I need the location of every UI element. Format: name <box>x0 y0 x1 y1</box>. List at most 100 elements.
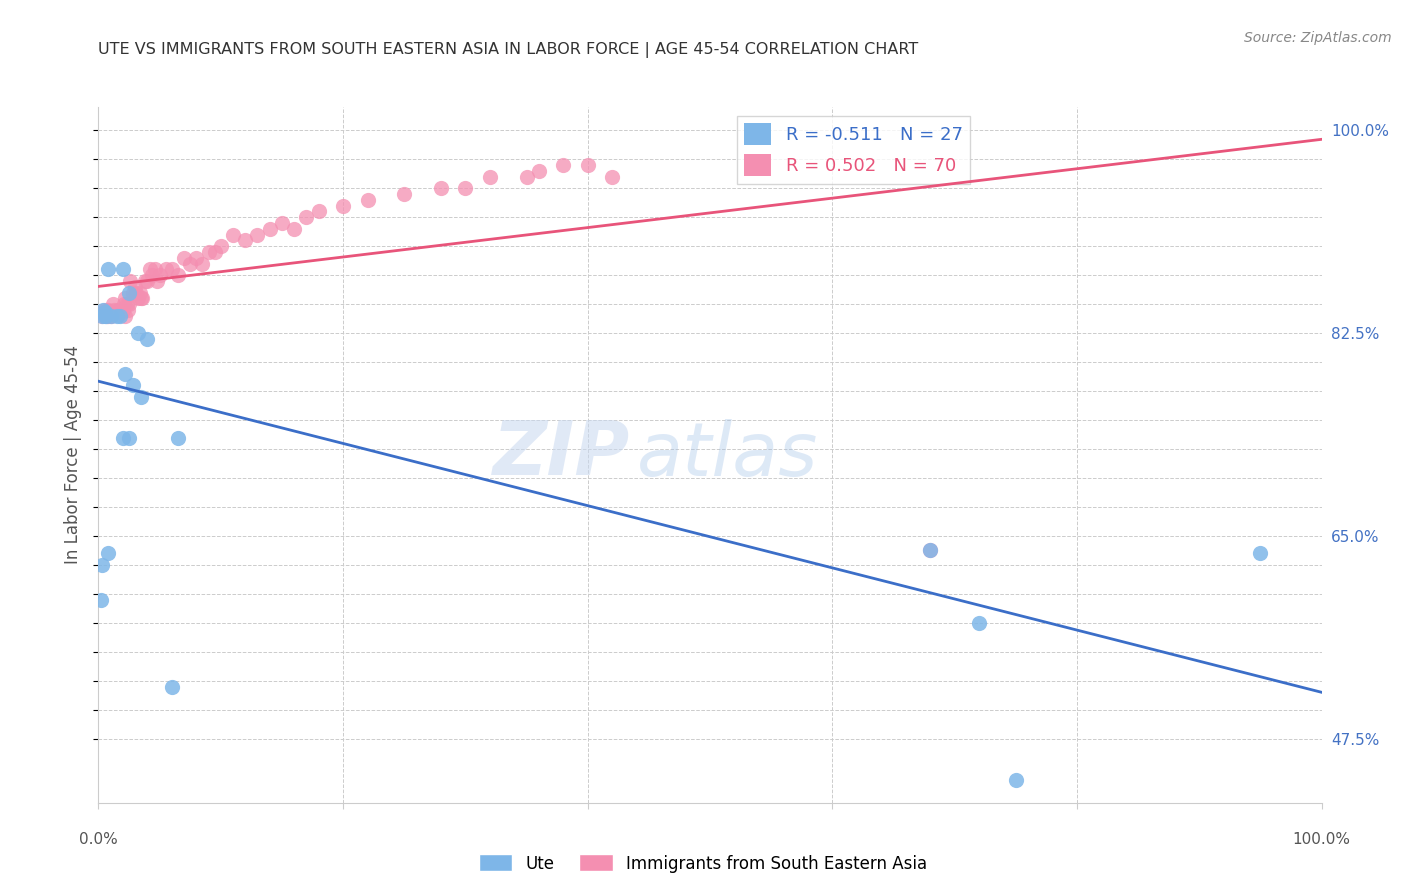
Point <box>134 274 156 288</box>
Point <box>97 262 120 277</box>
Point <box>576 158 599 172</box>
Point <box>209 239 232 253</box>
Point <box>160 680 183 694</box>
Point <box>91 309 114 323</box>
Point <box>121 285 143 300</box>
Point <box>143 262 166 277</box>
Point <box>111 303 134 318</box>
Y-axis label: In Labor Force | Age 45-54: In Labor Force | Age 45-54 <box>63 345 82 565</box>
Point <box>233 234 256 248</box>
Point <box>295 211 318 225</box>
Point <box>91 309 114 323</box>
Point <box>356 193 378 207</box>
Point <box>118 297 141 311</box>
Point <box>204 245 226 260</box>
Point <box>100 309 122 323</box>
Point <box>112 297 135 311</box>
Point <box>91 558 114 573</box>
Point <box>118 431 141 445</box>
Point <box>114 367 136 381</box>
Point <box>124 280 146 294</box>
Point <box>101 297 124 311</box>
Point <box>104 305 127 319</box>
Point <box>97 546 120 561</box>
Point <box>1249 546 1271 561</box>
Point <box>600 169 623 184</box>
Point <box>141 268 163 283</box>
Point <box>91 303 114 318</box>
Point <box>136 332 159 346</box>
Point <box>110 309 132 323</box>
Point <box>308 204 330 219</box>
Point <box>129 285 152 300</box>
Point <box>191 257 214 271</box>
Point <box>120 274 142 288</box>
Point <box>179 257 201 271</box>
Point <box>131 292 153 306</box>
Point <box>553 158 575 172</box>
Point <box>454 181 477 195</box>
Point <box>93 309 115 323</box>
Point <box>121 378 143 392</box>
Point <box>91 305 114 319</box>
Point <box>93 303 115 318</box>
Point <box>478 169 501 184</box>
Point <box>527 164 550 178</box>
Point <box>1004 772 1026 787</box>
Point <box>94 309 117 323</box>
Point <box>107 305 129 319</box>
Point <box>160 262 183 277</box>
Point <box>136 274 159 288</box>
Point <box>173 251 195 265</box>
Point <box>186 251 208 265</box>
Point <box>129 390 152 404</box>
Point <box>90 593 112 607</box>
Point <box>197 245 219 260</box>
Point <box>110 304 132 318</box>
Point <box>111 262 134 277</box>
Legend: Ute, Immigrants from South Eastern Asia: Ute, Immigrants from South Eastern Asia <box>472 847 934 880</box>
Text: atlas: atlas <box>637 419 818 491</box>
Point <box>107 303 129 318</box>
Point <box>149 268 172 283</box>
Point <box>155 262 177 277</box>
Point <box>129 292 152 306</box>
Point <box>100 309 122 323</box>
Point <box>115 297 138 311</box>
Point <box>97 309 120 323</box>
Point <box>259 222 281 236</box>
Point <box>167 268 190 283</box>
Point <box>139 262 162 277</box>
Point <box>118 285 141 300</box>
Point <box>125 285 148 300</box>
Text: ZIP: ZIP <box>494 418 630 491</box>
Point <box>127 326 149 341</box>
Point <box>94 306 117 320</box>
Point <box>146 274 169 288</box>
Point <box>515 169 537 184</box>
Point <box>392 187 416 202</box>
Point <box>111 305 134 319</box>
Text: 100.0%: 100.0% <box>1292 832 1351 847</box>
Text: Source: ZipAtlas.com: Source: ZipAtlas.com <box>1244 31 1392 45</box>
Point <box>246 227 269 242</box>
Point <box>283 222 305 236</box>
Point <box>108 305 131 319</box>
Point <box>430 181 453 195</box>
Point <box>96 309 118 323</box>
Point <box>967 616 990 631</box>
Point <box>920 543 942 558</box>
Point <box>920 543 942 558</box>
Point <box>332 199 354 213</box>
Point <box>127 292 149 306</box>
Point <box>93 305 115 319</box>
Point <box>111 431 134 445</box>
Point <box>117 303 139 318</box>
Point <box>114 309 136 323</box>
Point <box>103 303 125 318</box>
Point <box>105 309 128 323</box>
Text: UTE VS IMMIGRANTS FROM SOUTH EASTERN ASIA IN LABOR FORCE | AGE 45-54 CORRELATION: UTE VS IMMIGRANTS FROM SOUTH EASTERN ASI… <box>98 42 918 58</box>
Point <box>270 216 294 230</box>
Legend: R = -0.511   N = 27, R = 0.502   N = 70: R = -0.511 N = 27, R = 0.502 N = 70 <box>737 116 970 184</box>
Point <box>98 305 121 319</box>
